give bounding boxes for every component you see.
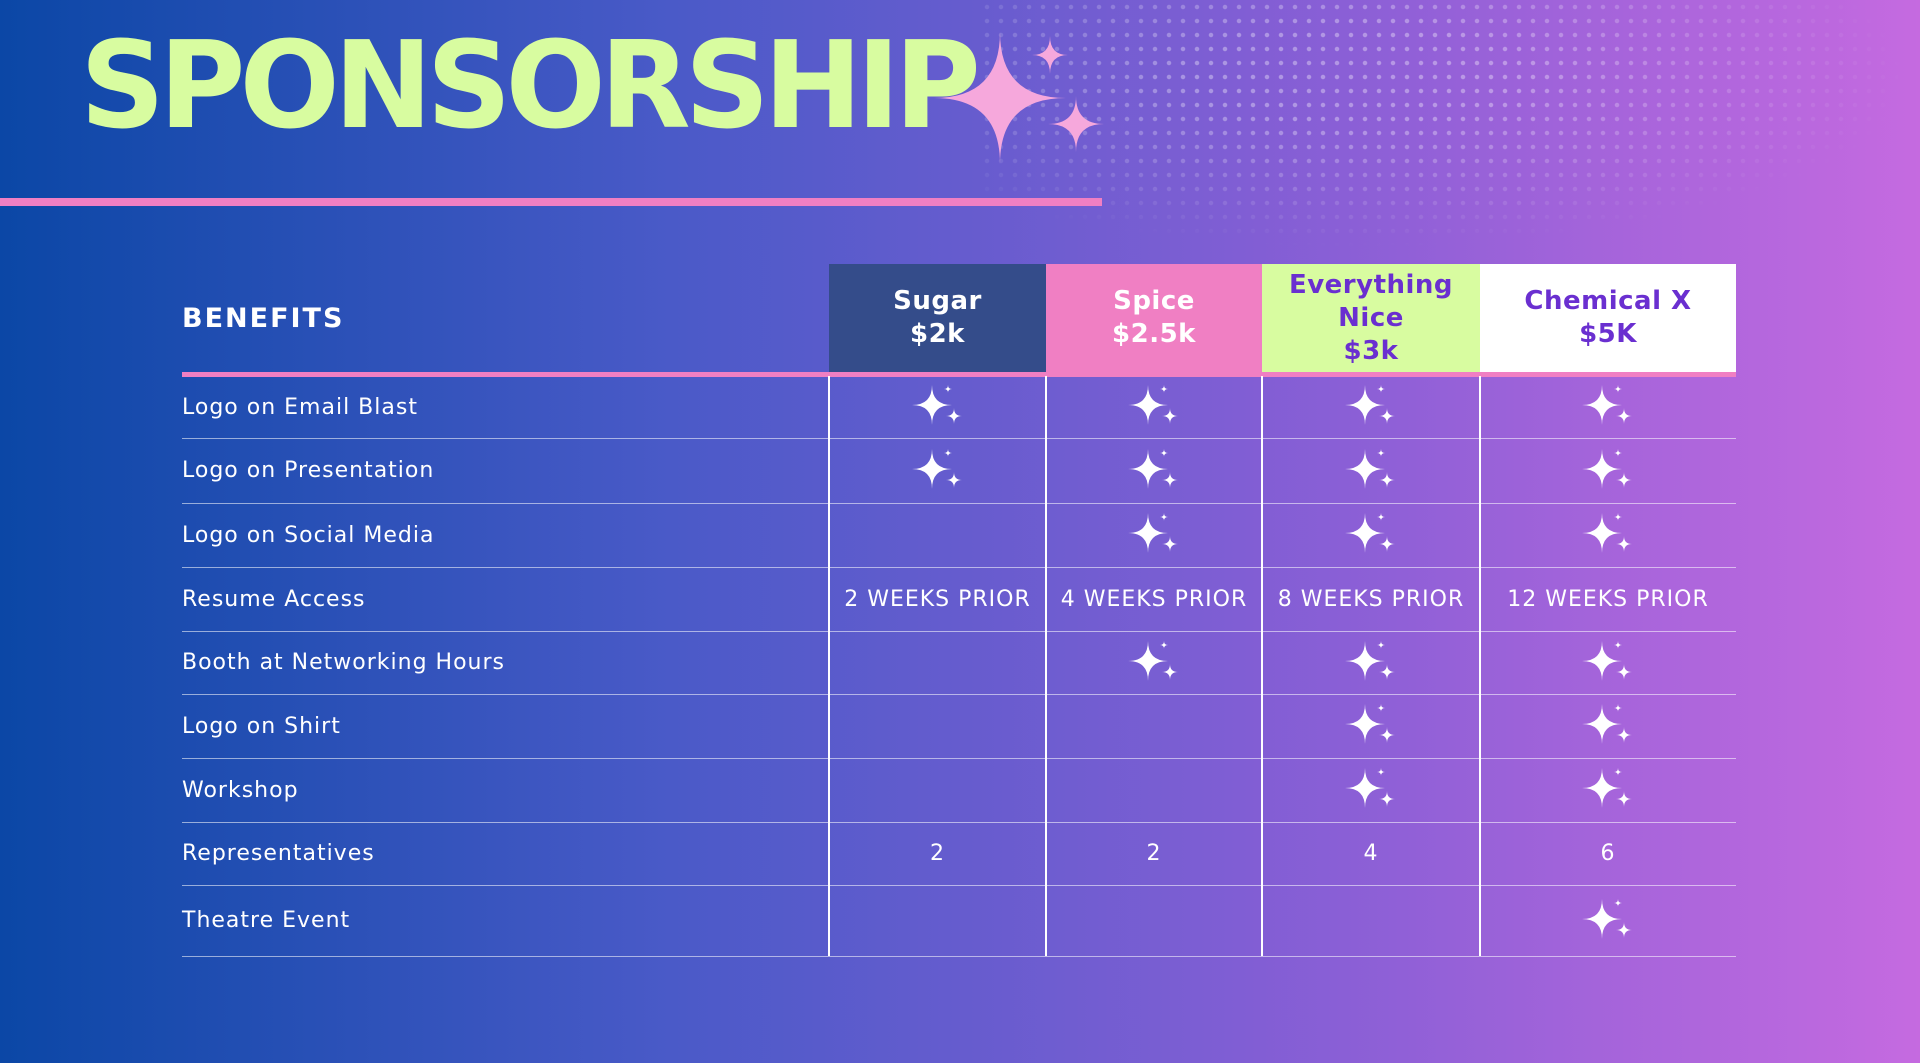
column-divider xyxy=(1479,376,1481,956)
cell: 2 xyxy=(1146,841,1162,866)
cell xyxy=(1046,631,1262,694)
cell xyxy=(1480,694,1736,758)
row-label: Logo on Presentation xyxy=(182,458,435,483)
cell: 2 xyxy=(930,841,945,866)
cell xyxy=(1262,694,1480,758)
sparkle xyxy=(1582,640,1632,681)
cell xyxy=(1046,376,1262,438)
header-underline xyxy=(182,372,1736,377)
tier-price: $5K xyxy=(1579,319,1637,349)
row-label: Logo on Social Media xyxy=(182,522,435,548)
sparkle xyxy=(1582,704,1632,744)
sparkle xyxy=(1345,448,1395,489)
cell: 6 xyxy=(1600,841,1616,866)
column-divider xyxy=(828,376,830,956)
cell xyxy=(1480,376,1736,438)
row-divider xyxy=(182,694,1736,695)
row-label: Logo on Email Blast xyxy=(182,394,418,420)
cell: 4 xyxy=(1363,841,1379,866)
cell xyxy=(1480,503,1736,567)
tier-price: $3k xyxy=(1343,335,1399,366)
tier-header: Spice $2.5k xyxy=(1046,264,1262,372)
table-header: BENEFITS xyxy=(182,302,345,334)
tier-header: Sugar $2k xyxy=(829,264,1046,372)
tier-name: Spice xyxy=(1113,286,1195,316)
cell xyxy=(1262,631,1480,694)
cell xyxy=(1480,438,1736,503)
stars-decoration xyxy=(934,32,1104,164)
sparkle xyxy=(1128,385,1178,425)
sparkle xyxy=(1128,640,1178,681)
row-divider xyxy=(182,503,1736,504)
row-label: Workshop xyxy=(182,777,299,803)
row-label: Representatives xyxy=(182,841,375,866)
tier-price: $2k xyxy=(910,319,965,349)
tier-name: Everything Nice xyxy=(1288,269,1454,333)
cell xyxy=(1262,376,1480,438)
sparkle xyxy=(1345,640,1395,681)
row-divider xyxy=(182,885,1736,886)
row-divider xyxy=(182,758,1736,759)
sparkle xyxy=(1345,768,1395,808)
dot-pattern xyxy=(980,0,1920,250)
title: SPONSORSHIP xyxy=(80,14,981,156)
sparkle xyxy=(1582,513,1632,553)
sparkle xyxy=(1345,704,1395,744)
cell xyxy=(1262,503,1480,567)
tier-name: Chemical X xyxy=(1524,286,1692,316)
cell: 8 WEEKS PRIOR xyxy=(1277,586,1465,612)
cell xyxy=(1046,503,1262,567)
row-label: Theatre Event xyxy=(182,908,351,933)
tier-name: Sugar xyxy=(893,286,982,316)
cell xyxy=(1480,631,1736,694)
row-label: Logo on Shirt xyxy=(182,713,341,739)
sparkle xyxy=(1345,513,1395,553)
row-divider xyxy=(182,567,1736,568)
tier-header: Everything Nice $3k xyxy=(1262,264,1480,372)
row-divider xyxy=(182,631,1736,632)
column-divider xyxy=(1045,376,1047,956)
title-underline xyxy=(0,198,1102,206)
row-label: Resume Access xyxy=(182,586,366,612)
tier-price: $2.5k xyxy=(1112,319,1196,349)
sparkle xyxy=(1582,898,1632,939)
row-label: Booth at Networking Hours xyxy=(182,650,505,675)
cell: 4 WEEKS PRIOR xyxy=(1060,586,1248,612)
sparkle xyxy=(1128,448,1178,489)
tier-header: Chemical X $5K xyxy=(1480,264,1736,372)
cell xyxy=(1480,758,1736,822)
sparkle xyxy=(1582,385,1632,425)
sparkle xyxy=(1582,448,1632,489)
column-divider xyxy=(1261,376,1263,956)
sparkle xyxy=(911,448,962,489)
cell xyxy=(829,376,1046,438)
sparkle xyxy=(1345,385,1395,425)
row-divider xyxy=(182,822,1736,823)
cell: 2 WEEKS PRIOR xyxy=(844,586,1031,612)
row-divider xyxy=(182,956,1736,957)
cell xyxy=(1262,758,1480,822)
cell xyxy=(1480,885,1736,956)
cell xyxy=(1046,438,1262,503)
cell xyxy=(1262,438,1480,503)
sparkle xyxy=(1128,513,1178,553)
sparkle xyxy=(911,385,962,425)
sparkle xyxy=(1582,768,1632,808)
cell xyxy=(829,438,1046,503)
cell: 12 WEEKS PRIOR xyxy=(1507,586,1709,612)
row-divider xyxy=(182,438,1736,439)
